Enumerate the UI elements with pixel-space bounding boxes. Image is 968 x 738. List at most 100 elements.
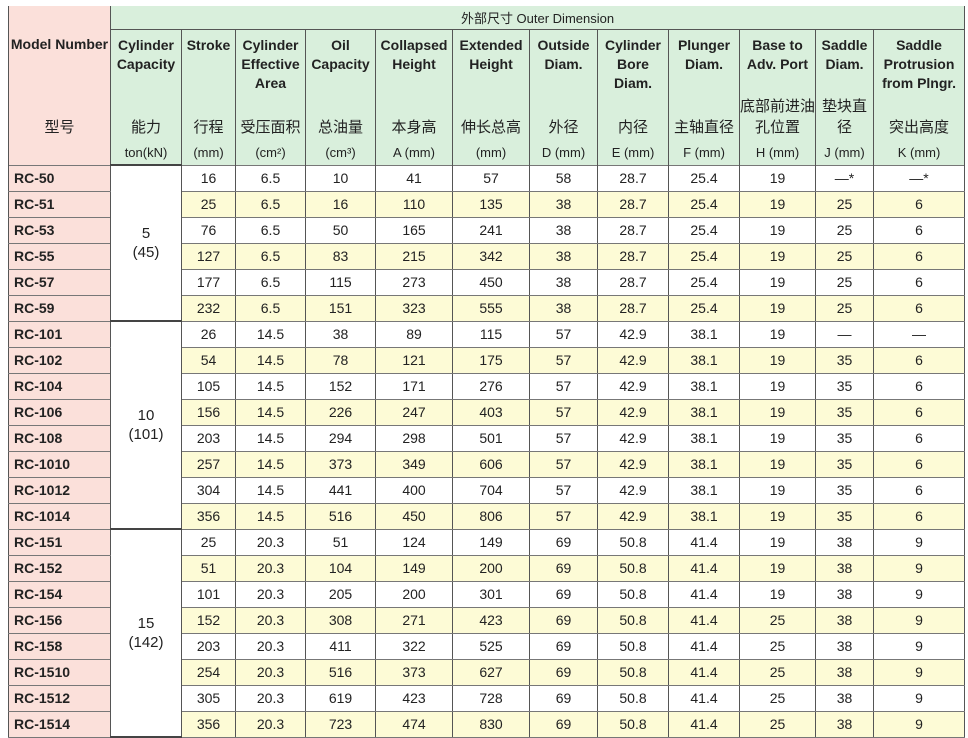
value-cell: 165 xyxy=(375,216,453,244)
header-cell: 总油量 xyxy=(305,95,376,141)
value-cell: 38 xyxy=(815,554,874,582)
data-row: RC-1014 356 14.5 516 450 806 57 42.9 38.1 19 35 6 xyxy=(8,502,966,530)
value-cell: 25 xyxy=(815,216,874,244)
value-cell: 10 xyxy=(305,164,376,192)
model-cell: RC-59 xyxy=(8,294,111,322)
value-cell: 25.4 xyxy=(668,164,740,192)
value-cell: 200 xyxy=(452,554,530,582)
value-cell: 423 xyxy=(452,606,530,634)
value-cell: 171 xyxy=(375,372,453,400)
value-cell: 6 xyxy=(872,372,966,400)
header-cell: 主轴直径 xyxy=(668,95,740,141)
value-cell: 149 xyxy=(452,528,530,556)
value-cell: 20.3 xyxy=(235,632,306,660)
value-cell: 723 xyxy=(305,710,376,738)
value-cell: 50.8 xyxy=(597,632,669,660)
value-cell: 474 xyxy=(375,710,453,738)
value-cell: 38 xyxy=(815,710,874,738)
value-cell: 38.1 xyxy=(668,502,740,530)
value-cell: 101 xyxy=(181,580,236,608)
value-cell: 516 xyxy=(305,658,376,686)
header-cell: Model Number xyxy=(8,29,111,95)
data-row: RC-152 51 20.3 104 149 200 69 50.8 41.4 19 38 9 xyxy=(8,554,966,582)
value-cell: 38 xyxy=(815,684,874,712)
value-cell: 38 xyxy=(815,580,874,608)
value-cell: 50.8 xyxy=(597,606,669,634)
value-cell: 69 xyxy=(529,710,598,738)
model-cell: RC-53 xyxy=(8,216,111,244)
header-cell: 外径 xyxy=(529,95,598,141)
value-cell: 6 xyxy=(872,502,966,530)
header-title: 外部尺寸 Outer Dimension xyxy=(109,6,966,30)
value-cell: 806 xyxy=(452,502,530,530)
value-cell: 42.9 xyxy=(597,372,669,400)
value-cell: 25 xyxy=(181,528,236,556)
value-cell: 20.3 xyxy=(235,528,306,556)
data-row: RC-104 105 14.5 152 171 276 57 42.9 38.1 19 35 6 xyxy=(8,372,966,400)
model-cell: RC-1512 xyxy=(8,684,111,712)
capacity-ton: 10 xyxy=(137,407,155,424)
value-cell: 42.9 xyxy=(597,424,669,452)
value-cell: 35 xyxy=(815,346,874,374)
header-cell: F (mm) xyxy=(668,141,740,165)
value-cell: 25 xyxy=(815,190,874,218)
value-cell: 69 xyxy=(529,606,598,634)
value-cell: 76 xyxy=(181,216,236,244)
value-cell: 38.1 xyxy=(668,372,740,400)
value-cell: 38 xyxy=(529,216,598,244)
value-cell: 19 xyxy=(739,580,816,608)
value-cell: 38 xyxy=(305,320,376,348)
value-cell: 135 xyxy=(452,190,530,218)
value-cell: 6.5 xyxy=(235,190,306,218)
value-cell: 25.4 xyxy=(668,242,740,270)
value-cell: 9 xyxy=(872,710,966,738)
value-cell: 356 xyxy=(181,502,236,530)
value-cell: 6 xyxy=(872,242,966,270)
value-cell: 728 xyxy=(452,684,530,712)
value-cell: 400 xyxy=(375,476,453,504)
value-cell: 38.1 xyxy=(668,450,740,478)
value-cell: 203 xyxy=(181,424,236,452)
value-cell: 25.4 xyxy=(668,216,740,244)
value-cell: 89 xyxy=(375,320,453,348)
value-cell: 226 xyxy=(305,398,376,426)
header-cell: Plunger Diam. xyxy=(668,29,740,95)
header-cell: A (mm) xyxy=(375,141,453,165)
value-cell: 38 xyxy=(529,190,598,218)
header-cell: Outside Diam. xyxy=(529,29,598,95)
value-cell: 830 xyxy=(452,710,530,738)
model-cell: RC-1010 xyxy=(8,450,111,478)
header-cell: 能力 xyxy=(110,95,182,141)
value-cell: 57 xyxy=(452,164,530,192)
header-cell: K (mm) xyxy=(872,141,966,165)
value-cell: 28.7 xyxy=(597,268,669,296)
value-cell: 501 xyxy=(452,424,530,452)
value-cell: 6 xyxy=(872,346,966,374)
value-cell: 441 xyxy=(305,476,376,504)
value-cell: 9 xyxy=(872,528,966,556)
value-cell: 152 xyxy=(181,606,236,634)
data-row: RC-108 203 14.5 294 298 501 57 42.9 38.1 19 35 6 xyxy=(8,424,966,452)
value-cell: 42.9 xyxy=(597,320,669,348)
value-cell: 16 xyxy=(181,164,236,192)
header-chinese-row: 型号 能力 行程 受压面积 总油量 本身高 伸长总高 外径 内径 主轴直径 底部前进油孔位置 垫块直径… xyxy=(8,95,966,141)
data-row: RC-1510 254 20.3 516 373 627 69 50.8 41.4 25 38 9 xyxy=(8,658,966,686)
value-cell: 525 xyxy=(452,632,530,660)
header-cell: 伸长总高 xyxy=(452,95,530,141)
data-row: RC-53 76 6.5 50 165 241 38 28.7 25.4 19 25 6 xyxy=(8,216,966,244)
value-cell: 19 xyxy=(739,424,816,452)
header-cell: H (mm) xyxy=(739,141,816,165)
data-row: RC-102 54 14.5 78 121 175 57 42.9 38.1 19 35 6 xyxy=(8,346,966,374)
value-cell: 50.8 xyxy=(597,658,669,686)
value-cell: 41.4 xyxy=(668,580,740,608)
model-cell: RC-106 xyxy=(8,398,111,426)
capacity-ton: 5 xyxy=(141,225,151,242)
data-row: RC-156 152 20.3 308 271 423 69 50.8 41.4 25 38 9 xyxy=(8,606,966,634)
value-cell: 38 xyxy=(815,606,874,634)
value-cell: 35 xyxy=(815,398,874,426)
value-cell: 14.5 xyxy=(235,424,306,452)
value-cell: 35 xyxy=(815,502,874,530)
value-cell: 42.9 xyxy=(597,450,669,478)
value-cell: 6.5 xyxy=(235,164,306,192)
model-cell: RC-51 xyxy=(8,190,111,218)
